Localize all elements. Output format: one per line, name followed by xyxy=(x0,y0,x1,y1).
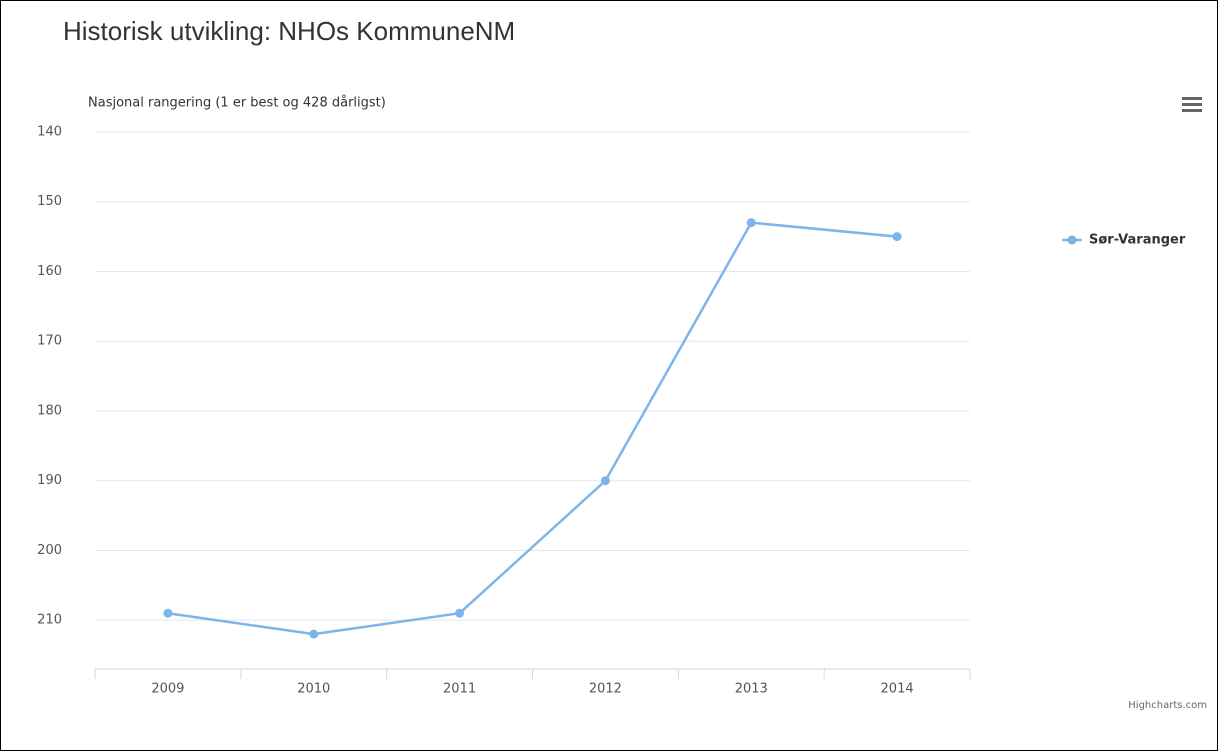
y-tick-label: 160 xyxy=(37,264,62,279)
data-point xyxy=(163,608,173,618)
x-tick-label: 2014 xyxy=(881,682,914,697)
x-tick-label: 2009 xyxy=(151,682,184,697)
y-axis-label: Nasjonal rangering (1 er best og 428 dår… xyxy=(88,96,386,111)
data-point xyxy=(600,476,610,486)
chart-title: Historisk utvikling: NHOs KommuneNM xyxy=(63,16,515,46)
data-point xyxy=(455,608,465,618)
x-tick-label: 2012 xyxy=(589,682,622,697)
y-tick-label: 140 xyxy=(37,125,62,140)
x-tick-label: 2013 xyxy=(735,682,768,697)
data-point xyxy=(892,232,902,242)
x-tick-label: 2010 xyxy=(297,682,330,697)
menu-bar[interactable] xyxy=(1182,109,1202,112)
menu-bar[interactable] xyxy=(1182,97,1202,100)
credit[interactable]: Highcharts.com xyxy=(1128,700,1207,711)
menu-bar[interactable] xyxy=(1182,103,1202,106)
data-point xyxy=(309,629,319,639)
menu-button[interactable] xyxy=(1182,97,1202,112)
y-tick-label: 190 xyxy=(37,473,62,488)
y-tick-label: 170 xyxy=(37,334,62,349)
y-tick-label: 150 xyxy=(37,194,62,209)
data-point xyxy=(746,218,756,228)
legend-symbol xyxy=(1067,235,1077,245)
x-tick-label: 2011 xyxy=(443,682,476,697)
series-line xyxy=(167,221,898,636)
y-tick-label: 180 xyxy=(37,403,62,418)
y-tick-label: 200 xyxy=(37,543,62,558)
y-tick-label: 210 xyxy=(37,613,62,628)
legend-label[interactable]: Sør-Varanger xyxy=(1089,233,1186,248)
